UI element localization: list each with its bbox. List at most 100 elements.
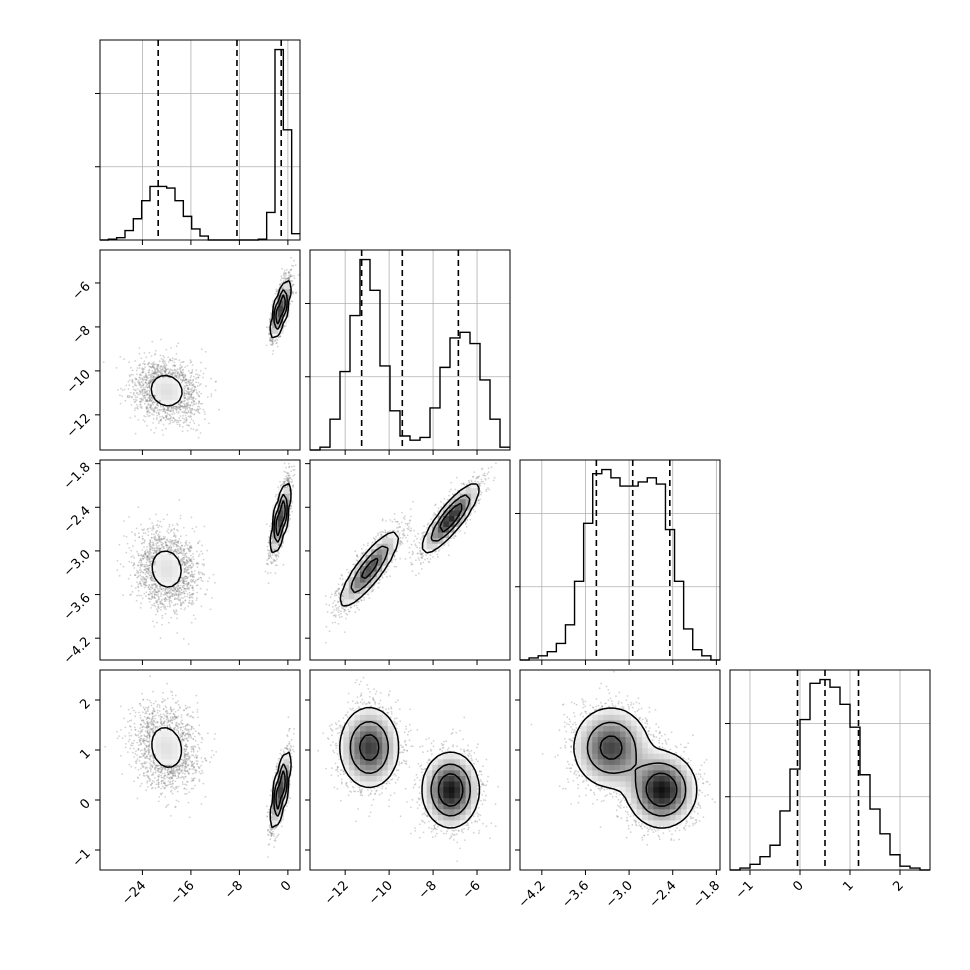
scatter-point (152, 409, 155, 411)
scatter-point (284, 272, 287, 275)
scatter-point (160, 592, 163, 594)
scatter-point (182, 371, 185, 374)
scatter-background (100, 460, 300, 660)
scatter-point (184, 570, 187, 573)
scatter-point (185, 419, 188, 422)
scatter-point (145, 394, 148, 397)
scatter-point (289, 280, 292, 282)
scatter-point (184, 381, 187, 384)
scatter-point (197, 555, 200, 558)
scatter-point (153, 592, 156, 595)
scatter-point (190, 372, 193, 374)
scatter-point (187, 404, 190, 406)
scatter-point (292, 293, 295, 295)
scatter-point (178, 419, 181, 422)
scatter-point (165, 545, 168, 547)
scatter-point (151, 407, 154, 410)
scatter-point (286, 277, 289, 279)
scatter-point (170, 592, 173, 594)
scatter-point (144, 366, 147, 368)
y-tick-label: −12 (64, 411, 94, 441)
scatter-point (294, 264, 297, 266)
scatter-point (146, 391, 149, 393)
scatter-point (149, 586, 152, 588)
scatter-point (163, 363, 166, 366)
scatter-point (285, 278, 288, 281)
scatter-point (145, 375, 147, 378)
scatter-point (175, 358, 178, 361)
scatter-point (187, 582, 189, 585)
scatter-point (179, 548, 182, 551)
scatter-point (192, 576, 195, 579)
scatter-point (171, 374, 174, 377)
scatter-point (164, 366, 167, 369)
scatter-point (157, 533, 160, 536)
scatter-point (182, 375, 185, 377)
scatter-point (144, 396, 147, 399)
scatter-point (161, 360, 164, 363)
scatter-point (138, 376, 141, 379)
scatter-point (284, 279, 287, 282)
scatter-point (150, 400, 153, 402)
scatter-point (169, 595, 172, 598)
scatter-point (135, 369, 138, 372)
scatter-point (183, 592, 186, 595)
scatter-point (292, 283, 295, 286)
scatter-point (168, 525, 171, 528)
scatter-point (271, 353, 274, 355)
scatter-content (102, 256, 300, 439)
scatter-point (182, 549, 185, 552)
scatter-point (153, 368, 156, 370)
scatter-point (184, 583, 187, 585)
scatter-point (198, 573, 201, 575)
scatter-point (141, 393, 144, 396)
scatter-point (187, 410, 190, 412)
scatter-point (140, 565, 143, 568)
scatter-point (177, 407, 180, 410)
scatter-point (190, 621, 193, 624)
scatter-point (162, 537, 165, 540)
scatter-point (188, 384, 191, 386)
scatter-point (164, 593, 166, 596)
scatter-point (284, 273, 287, 275)
scatter-point (197, 411, 200, 413)
scatter-point (146, 394, 149, 396)
scatter-point (155, 524, 158, 527)
scatter-point (130, 531, 133, 534)
scatter-point (146, 386, 149, 389)
density-cell (161, 394, 168, 401)
scatter-point (187, 561, 190, 563)
scatter-point (148, 564, 151, 567)
scatter-point (190, 390, 192, 393)
scatter-point (153, 625, 156, 628)
scatter-point (185, 420, 187, 423)
scatter-point (158, 540, 161, 543)
scatter-point (159, 409, 162, 412)
scatter-point (151, 413, 153, 415)
scatter-point (145, 569, 147, 572)
scatter-point (143, 546, 145, 549)
scatter-point (153, 372, 155, 374)
scatter-point (293, 275, 295, 277)
density-cell (272, 300, 279, 306)
scatter-point (176, 530, 179, 532)
scatter-point (210, 377, 213, 380)
scatter-point (146, 405, 149, 407)
scatter-point (169, 368, 172, 370)
scatter-point (188, 599, 191, 602)
scatter-point (157, 605, 160, 608)
scatter-point (185, 590, 188, 592)
scatter-point (149, 394, 151, 397)
scatter-point (269, 318, 271, 321)
scatter-point (148, 361, 151, 364)
scatter-point (185, 582, 188, 585)
scatter-point (161, 598, 163, 601)
scatter-point (197, 402, 200, 405)
scatter-point (189, 584, 192, 586)
scatter-point (140, 397, 143, 400)
scatter-point (182, 581, 185, 584)
scatter-point (183, 397, 186, 400)
scatter-point (169, 371, 171, 374)
scatter-point (182, 376, 185, 379)
scatter-point (268, 333, 270, 336)
